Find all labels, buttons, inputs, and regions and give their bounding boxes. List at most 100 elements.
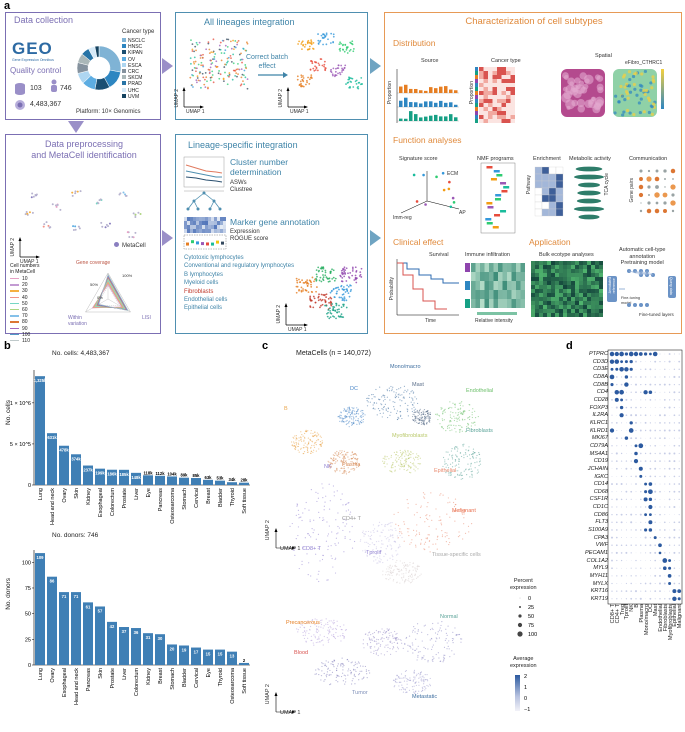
- query-label: Query data: [669, 277, 673, 295]
- d-dot: [645, 399, 647, 401]
- c-tissue-dot: [421, 656, 423, 658]
- bulk-cell: [539, 269, 543, 273]
- c-umap-dot: [408, 570, 410, 572]
- d-dot: [663, 399, 666, 401]
- c-tissue-dot: [395, 678, 397, 680]
- umap-dot-raw: [234, 75, 237, 77]
- d-dot: [611, 468, 613, 470]
- c-umap-dot: [386, 456, 388, 458]
- umap-dot-raw: [222, 80, 225, 83]
- c-umap-dot: [331, 459, 334, 461]
- umap-dot-raw: [218, 48, 221, 51]
- d-dot: [664, 590, 666, 592]
- c-umap-dot: [447, 471, 450, 473]
- c-umap-dot: [331, 531, 333, 533]
- c-umap-dot: [373, 528, 376, 530]
- c-umap-dot: [360, 410, 362, 412]
- c-umap-dot: [470, 453, 473, 456]
- signature-label: Signature score: [399, 156, 438, 162]
- d-dot: [663, 521, 666, 524]
- lineage-umap-dot: [328, 301, 331, 304]
- spatial-spot: [637, 101, 641, 105]
- c-umap-dot: [392, 556, 394, 558]
- c-umap-dot: [403, 575, 405, 577]
- c-umap-dot: [401, 417, 403, 420]
- ct-heat: [488, 79, 493, 83]
- lineage-umap-dot: [342, 316, 345, 319]
- bulk-cell: [583, 293, 587, 297]
- lineage-umap-dot: [338, 308, 340, 311]
- c-umap-dot: [337, 455, 339, 457]
- lineage-umap-dot: [307, 291, 310, 294]
- umap-dot-corrected: [360, 77, 363, 79]
- d-dot: [664, 353, 666, 355]
- cancer-type-item: ESCA: [122, 62, 145, 69]
- c-umap-dot: [449, 516, 451, 518]
- c-tissue-dot: [443, 658, 445, 660]
- umap-dot-corrected: [316, 69, 319, 72]
- c-umap-dot: [417, 564, 419, 567]
- c-tissue-dot: [389, 635, 391, 637]
- c-tissue-dot: [404, 670, 407, 672]
- c-umap-dot: [398, 532, 400, 534]
- c-umap-dot: [383, 458, 386, 460]
- c-umap-dot: [370, 531, 372, 533]
- c-umap-dot: [341, 421, 343, 423]
- lineage-umap-dot: [308, 279, 311, 282]
- c-umap-dot: [372, 549, 374, 551]
- infil-cell: [484, 281, 489, 290]
- d-dot: [640, 521, 642, 523]
- c-tissue-dot: [408, 689, 411, 692]
- c-umap-dot: [366, 555, 368, 557]
- c-tissue-dot: [370, 634, 372, 636]
- c-tissue-dot: [297, 631, 299, 633]
- c-umap-dot: [446, 532, 448, 534]
- metacell-dot: [100, 221, 103, 224]
- d-dot: [621, 583, 622, 584]
- enrich-cell: [548, 173, 557, 182]
- metacell-dot: [74, 228, 77, 231]
- d-dot: [630, 521, 633, 524]
- comm-dot: [663, 201, 667, 205]
- ct-heat: [510, 91, 515, 95]
- d-dot: [678, 353, 680, 355]
- umap-dot-corrected: [317, 62, 320, 65]
- c-umap-dot: [354, 453, 356, 455]
- umap-dot-raw: [213, 58, 216, 60]
- bulk-cell: [591, 309, 595, 313]
- preprocessing-box: Data preprocessing and MetaCell identifi…: [5, 134, 161, 344]
- c-umap-dot: [367, 397, 369, 399]
- ct-side: [475, 99, 478, 103]
- c-tissue-dot: [427, 659, 429, 662]
- spatial-tissue-exp: [613, 69, 657, 117]
- c-umap-dot: [396, 410, 399, 412]
- d-dot: [664, 361, 666, 363]
- bulk-cell: [587, 285, 591, 289]
- d-gene-label: IL2RA: [592, 412, 608, 419]
- metacell-dot: [107, 225, 110, 228]
- cancer-type-item: SKCM: [122, 75, 145, 81]
- c-tissue-dot: [367, 634, 369, 636]
- c-umap-dot: [447, 458, 449, 460]
- c-tissue-dot: [340, 665, 342, 667]
- c-umap-dot: [387, 570, 389, 572]
- c-tissue-dot: [342, 666, 344, 668]
- d-dot: [630, 582, 632, 585]
- c-umap-dot: [460, 413, 462, 415]
- umap-dot-raw: [193, 50, 195, 53]
- communication-label: Communication: [629, 156, 668, 162]
- immune-infil-label: Immune infiltration: [465, 252, 510, 258]
- c-umap-dot: [382, 543, 384, 545]
- c-umap-dot: [415, 535, 417, 537]
- ct-heat: [497, 71, 502, 75]
- metacell-dot: [71, 191, 74, 194]
- d-dot: [635, 529, 637, 531]
- c-umap-dot: [454, 446, 456, 448]
- c-tissue-dot: [440, 624, 442, 627]
- c-tissue-dot: [453, 653, 455, 655]
- d-dot: [611, 521, 613, 523]
- umap-dot-raw: [245, 67, 248, 70]
- c-tissue-dot: [438, 637, 441, 639]
- d-dot: [648, 497, 653, 502]
- bulk-cell: [579, 297, 583, 301]
